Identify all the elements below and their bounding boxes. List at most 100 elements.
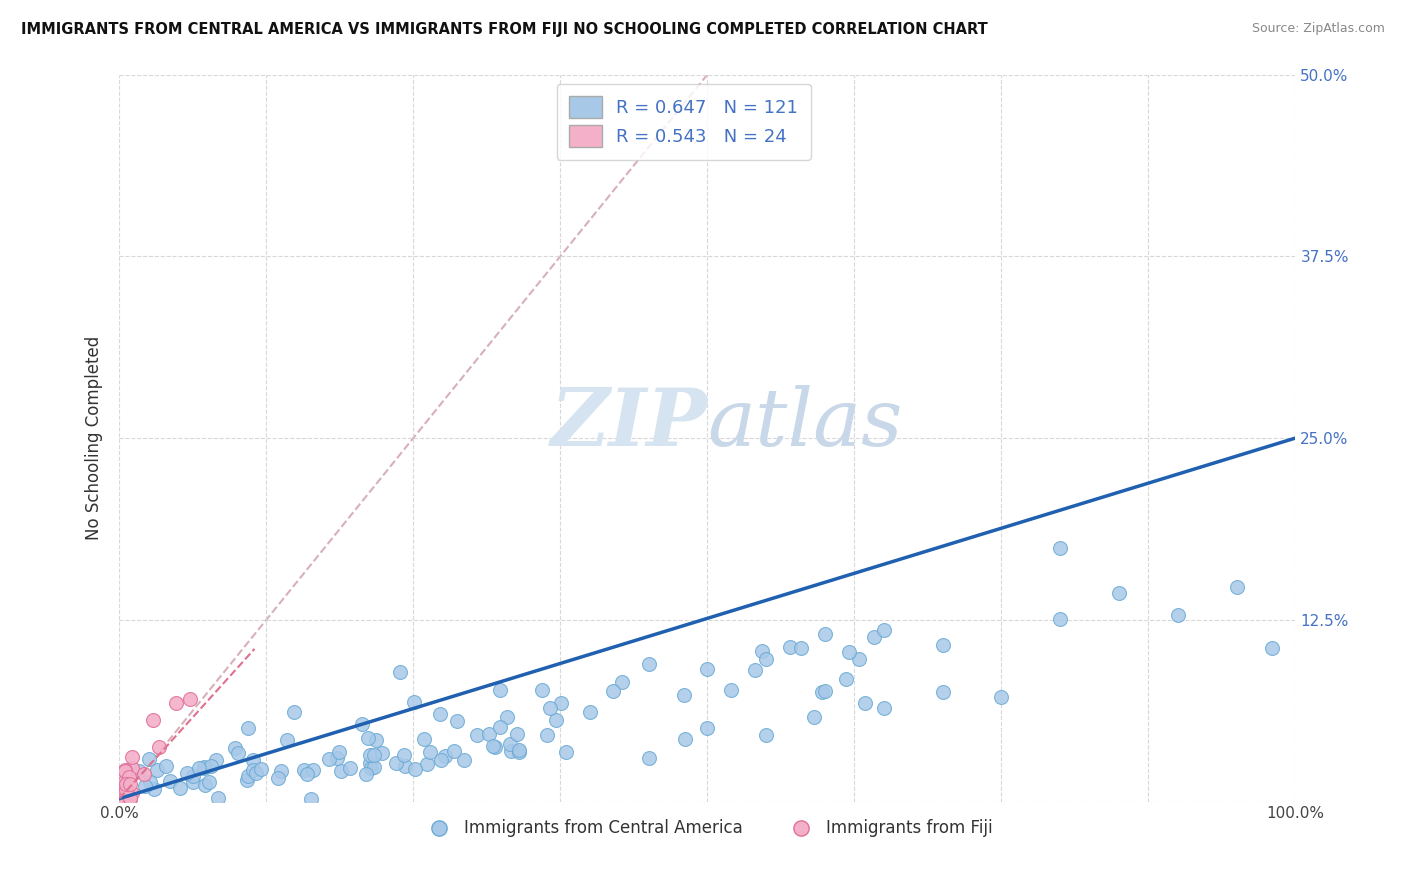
- Point: [672, 688, 695, 702]
- Point: [389, 665, 412, 679]
- Point: [429, 707, 451, 722]
- Text: atlas: atlas: [707, 384, 903, 462]
- Point: [138, 752, 160, 766]
- Point: [115, 782, 138, 797]
- Point: [207, 791, 229, 805]
- Point: [696, 721, 718, 735]
- Point: [696, 662, 718, 676]
- Point: [637, 751, 659, 765]
- Point: [544, 713, 567, 727]
- Point: [329, 764, 352, 779]
- Point: [328, 745, 350, 759]
- Point: [138, 775, 160, 789]
- Point: [120, 792, 142, 806]
- Point: [443, 744, 465, 758]
- Point: [117, 788, 139, 802]
- Point: [176, 766, 198, 780]
- Point: [814, 627, 837, 641]
- Point: [179, 692, 201, 706]
- Point: [578, 705, 600, 719]
- Point: [501, 744, 523, 758]
- Point: [134, 779, 156, 793]
- Point: [488, 683, 510, 698]
- Point: [283, 705, 305, 719]
- Point: [1167, 607, 1189, 622]
- Point: [495, 710, 517, 724]
- Point: [325, 751, 347, 765]
- Point: [183, 775, 205, 789]
- Point: [292, 763, 315, 777]
- Point: [360, 761, 382, 775]
- Point: [302, 763, 325, 777]
- Point: [250, 762, 273, 776]
- Point: [112, 780, 135, 795]
- Point: [242, 753, 264, 767]
- Point: [134, 767, 156, 781]
- Point: [538, 700, 561, 714]
- Point: [352, 717, 374, 731]
- Point: [779, 640, 801, 654]
- Point: [359, 747, 381, 762]
- Point: [499, 737, 522, 751]
- Point: [811, 685, 834, 699]
- Point: [224, 741, 246, 756]
- Point: [142, 714, 165, 728]
- Point: [205, 753, 228, 767]
- Point: [478, 727, 501, 741]
- Point: [193, 761, 215, 775]
- Point: [803, 710, 825, 724]
- Point: [364, 733, 387, 747]
- Point: [482, 739, 505, 753]
- Point: [169, 780, 191, 795]
- Point: [394, 758, 416, 772]
- Point: [118, 777, 141, 791]
- Point: [266, 771, 288, 785]
- Point: [446, 714, 468, 729]
- Point: [419, 745, 441, 759]
- Point: [242, 764, 264, 778]
- Point: [111, 784, 134, 798]
- Point: [637, 657, 659, 672]
- Point: [339, 761, 361, 775]
- Text: IMMIGRANTS FROM CENTRAL AMERICA VS IMMIGRANTS FROM FIJI NO SCHOOLING COMPLETED C: IMMIGRANTS FROM CENTRAL AMERICA VS IMMIG…: [21, 22, 988, 37]
- Point: [755, 728, 778, 742]
- Point: [146, 763, 169, 777]
- Point: [121, 750, 143, 764]
- Point: [371, 746, 394, 760]
- Point: [363, 760, 385, 774]
- Point: [121, 786, 143, 800]
- Y-axis label: No Schooling Completed: No Schooling Completed: [86, 336, 103, 541]
- Point: [394, 748, 416, 763]
- Point: [270, 764, 292, 779]
- Point: [404, 695, 426, 709]
- Point: [755, 652, 778, 666]
- Point: [673, 731, 696, 746]
- Point: [121, 761, 143, 775]
- Point: [990, 690, 1012, 705]
- Point: [198, 775, 221, 789]
- Point: [555, 745, 578, 759]
- Point: [536, 728, 558, 742]
- Point: [744, 664, 766, 678]
- Point: [506, 726, 529, 740]
- Point: [236, 721, 259, 735]
- Point: [484, 739, 506, 754]
- Point: [602, 684, 624, 698]
- Point: [155, 759, 177, 773]
- Point: [359, 756, 381, 770]
- Point: [188, 761, 211, 775]
- Point: [194, 778, 217, 792]
- Point: [404, 762, 426, 776]
- Point: [508, 743, 530, 757]
- Point: [873, 701, 896, 715]
- Point: [550, 696, 572, 710]
- Point: [363, 748, 385, 763]
- Point: [488, 720, 510, 734]
- Point: [385, 756, 408, 770]
- Point: [931, 638, 953, 652]
- Point: [467, 728, 489, 742]
- Point: [837, 645, 859, 659]
- Point: [114, 778, 136, 792]
- Text: ZIP: ZIP: [551, 384, 707, 462]
- Point: [159, 774, 181, 789]
